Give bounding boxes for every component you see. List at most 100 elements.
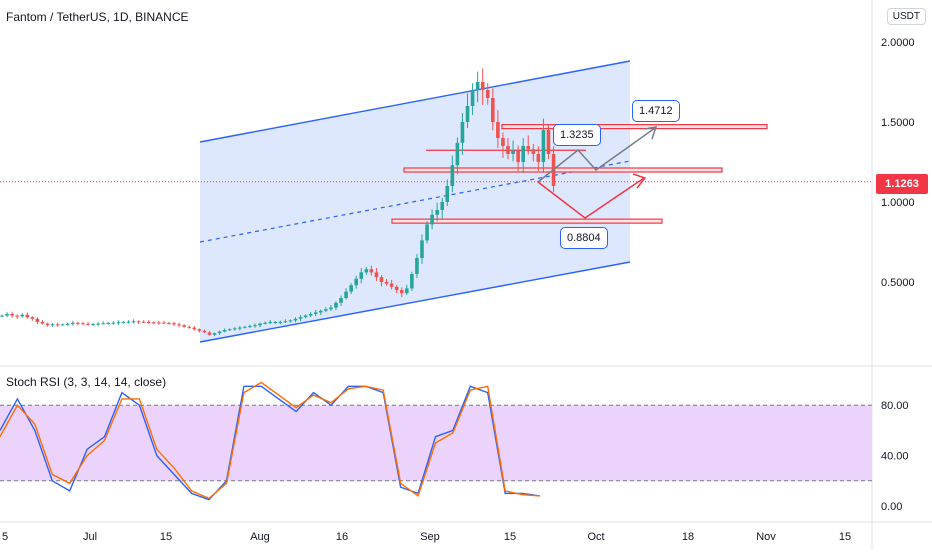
time-tick-label: 15 <box>839 531 851 543</box>
target-label-low: 0.8804 <box>560 227 608 249</box>
candle-body <box>303 315 308 318</box>
candle <box>425 220 429 244</box>
candle-body <box>162 322 166 324</box>
candle-body <box>202 330 207 333</box>
candle <box>546 124 551 160</box>
candle <box>238 325 242 331</box>
candle <box>410 271 414 291</box>
candle <box>445 179 450 206</box>
candle <box>379 275 384 287</box>
candle <box>0 314 4 318</box>
candle <box>91 323 95 326</box>
candle <box>197 328 202 333</box>
candle-body <box>30 317 35 319</box>
candle-body <box>420 240 424 258</box>
candle <box>106 321 111 325</box>
candle <box>187 325 192 329</box>
candle-body <box>445 186 450 202</box>
candle <box>101 321 105 325</box>
candle <box>71 320 75 326</box>
candle-body <box>298 317 303 319</box>
candle-body <box>369 269 374 273</box>
candle <box>344 288 348 300</box>
candle <box>116 320 121 325</box>
time-tick-label: Oct <box>587 531 604 543</box>
indicator-title: Stoch RSI (3, 3, 14, 14, close) <box>6 375 167 389</box>
candle-body <box>71 322 75 324</box>
candle-body <box>25 314 30 318</box>
candle-body <box>435 210 439 215</box>
channel-lower-line <box>199 261 631 343</box>
candle-body <box>248 326 252 327</box>
candle-body <box>480 82 485 90</box>
candle-body <box>399 290 404 294</box>
candle <box>227 328 232 332</box>
candle <box>526 135 531 155</box>
candle-body <box>217 331 222 334</box>
candle <box>45 322 50 327</box>
candle-body <box>526 146 531 150</box>
candle-body <box>415 258 419 274</box>
candle-body <box>536 154 541 162</box>
candle <box>460 113 465 155</box>
candle <box>248 324 252 329</box>
candle-body <box>354 278 358 286</box>
candle-body <box>521 146 525 162</box>
candle <box>111 321 116 325</box>
candle <box>30 316 35 321</box>
time-tick-label: Sep <box>420 531 440 543</box>
candle <box>25 312 30 319</box>
price-tick-label: 2.0000 <box>881 37 915 49</box>
candle <box>136 320 141 324</box>
candle <box>20 313 25 318</box>
last-price-tag: 1.1263 <box>876 174 928 194</box>
candle <box>339 295 343 307</box>
time-tick-label: 18 <box>682 531 694 543</box>
rsi-tick-label: 80.00 <box>881 400 909 412</box>
rsi-series-d <box>0 381 541 500</box>
candle-body <box>40 322 45 324</box>
rsi-tick-label: 40.00 <box>881 451 909 463</box>
candle <box>263 321 267 325</box>
candle-body <box>425 224 429 241</box>
currency-button[interactable]: USDT <box>886 8 926 25</box>
candle-body <box>475 82 480 90</box>
projection-arrowhead-up <box>644 126 658 140</box>
candle-body <box>374 272 379 278</box>
candle <box>10 311 14 318</box>
candle <box>496 110 500 149</box>
candle-body <box>227 329 232 331</box>
candle <box>313 309 318 317</box>
candle <box>329 304 333 312</box>
candle <box>146 320 151 324</box>
candle <box>35 317 40 325</box>
candle-body <box>324 309 328 311</box>
candle-body <box>455 142 460 166</box>
candle <box>298 315 303 322</box>
candle-body <box>511 150 515 154</box>
channel-upper-line <box>199 60 631 143</box>
candle <box>303 314 308 319</box>
candle <box>455 137 460 175</box>
candle <box>121 321 126 324</box>
candle <box>420 234 424 264</box>
candle-body <box>0 315 4 317</box>
candle <box>465 93 470 128</box>
candle-body <box>20 314 25 317</box>
candle-body <box>288 320 293 322</box>
candle-body <box>516 150 520 162</box>
candle-body <box>60 324 65 326</box>
candle-body <box>263 322 267 324</box>
candle-body <box>121 322 126 323</box>
candle <box>81 321 85 325</box>
candle-body <box>131 321 136 323</box>
candle <box>536 146 541 171</box>
candle <box>415 254 419 278</box>
candle-body <box>182 325 186 327</box>
candle <box>253 323 257 328</box>
candle <box>324 307 328 313</box>
candle <box>5 312 9 318</box>
candle-body <box>197 329 202 331</box>
